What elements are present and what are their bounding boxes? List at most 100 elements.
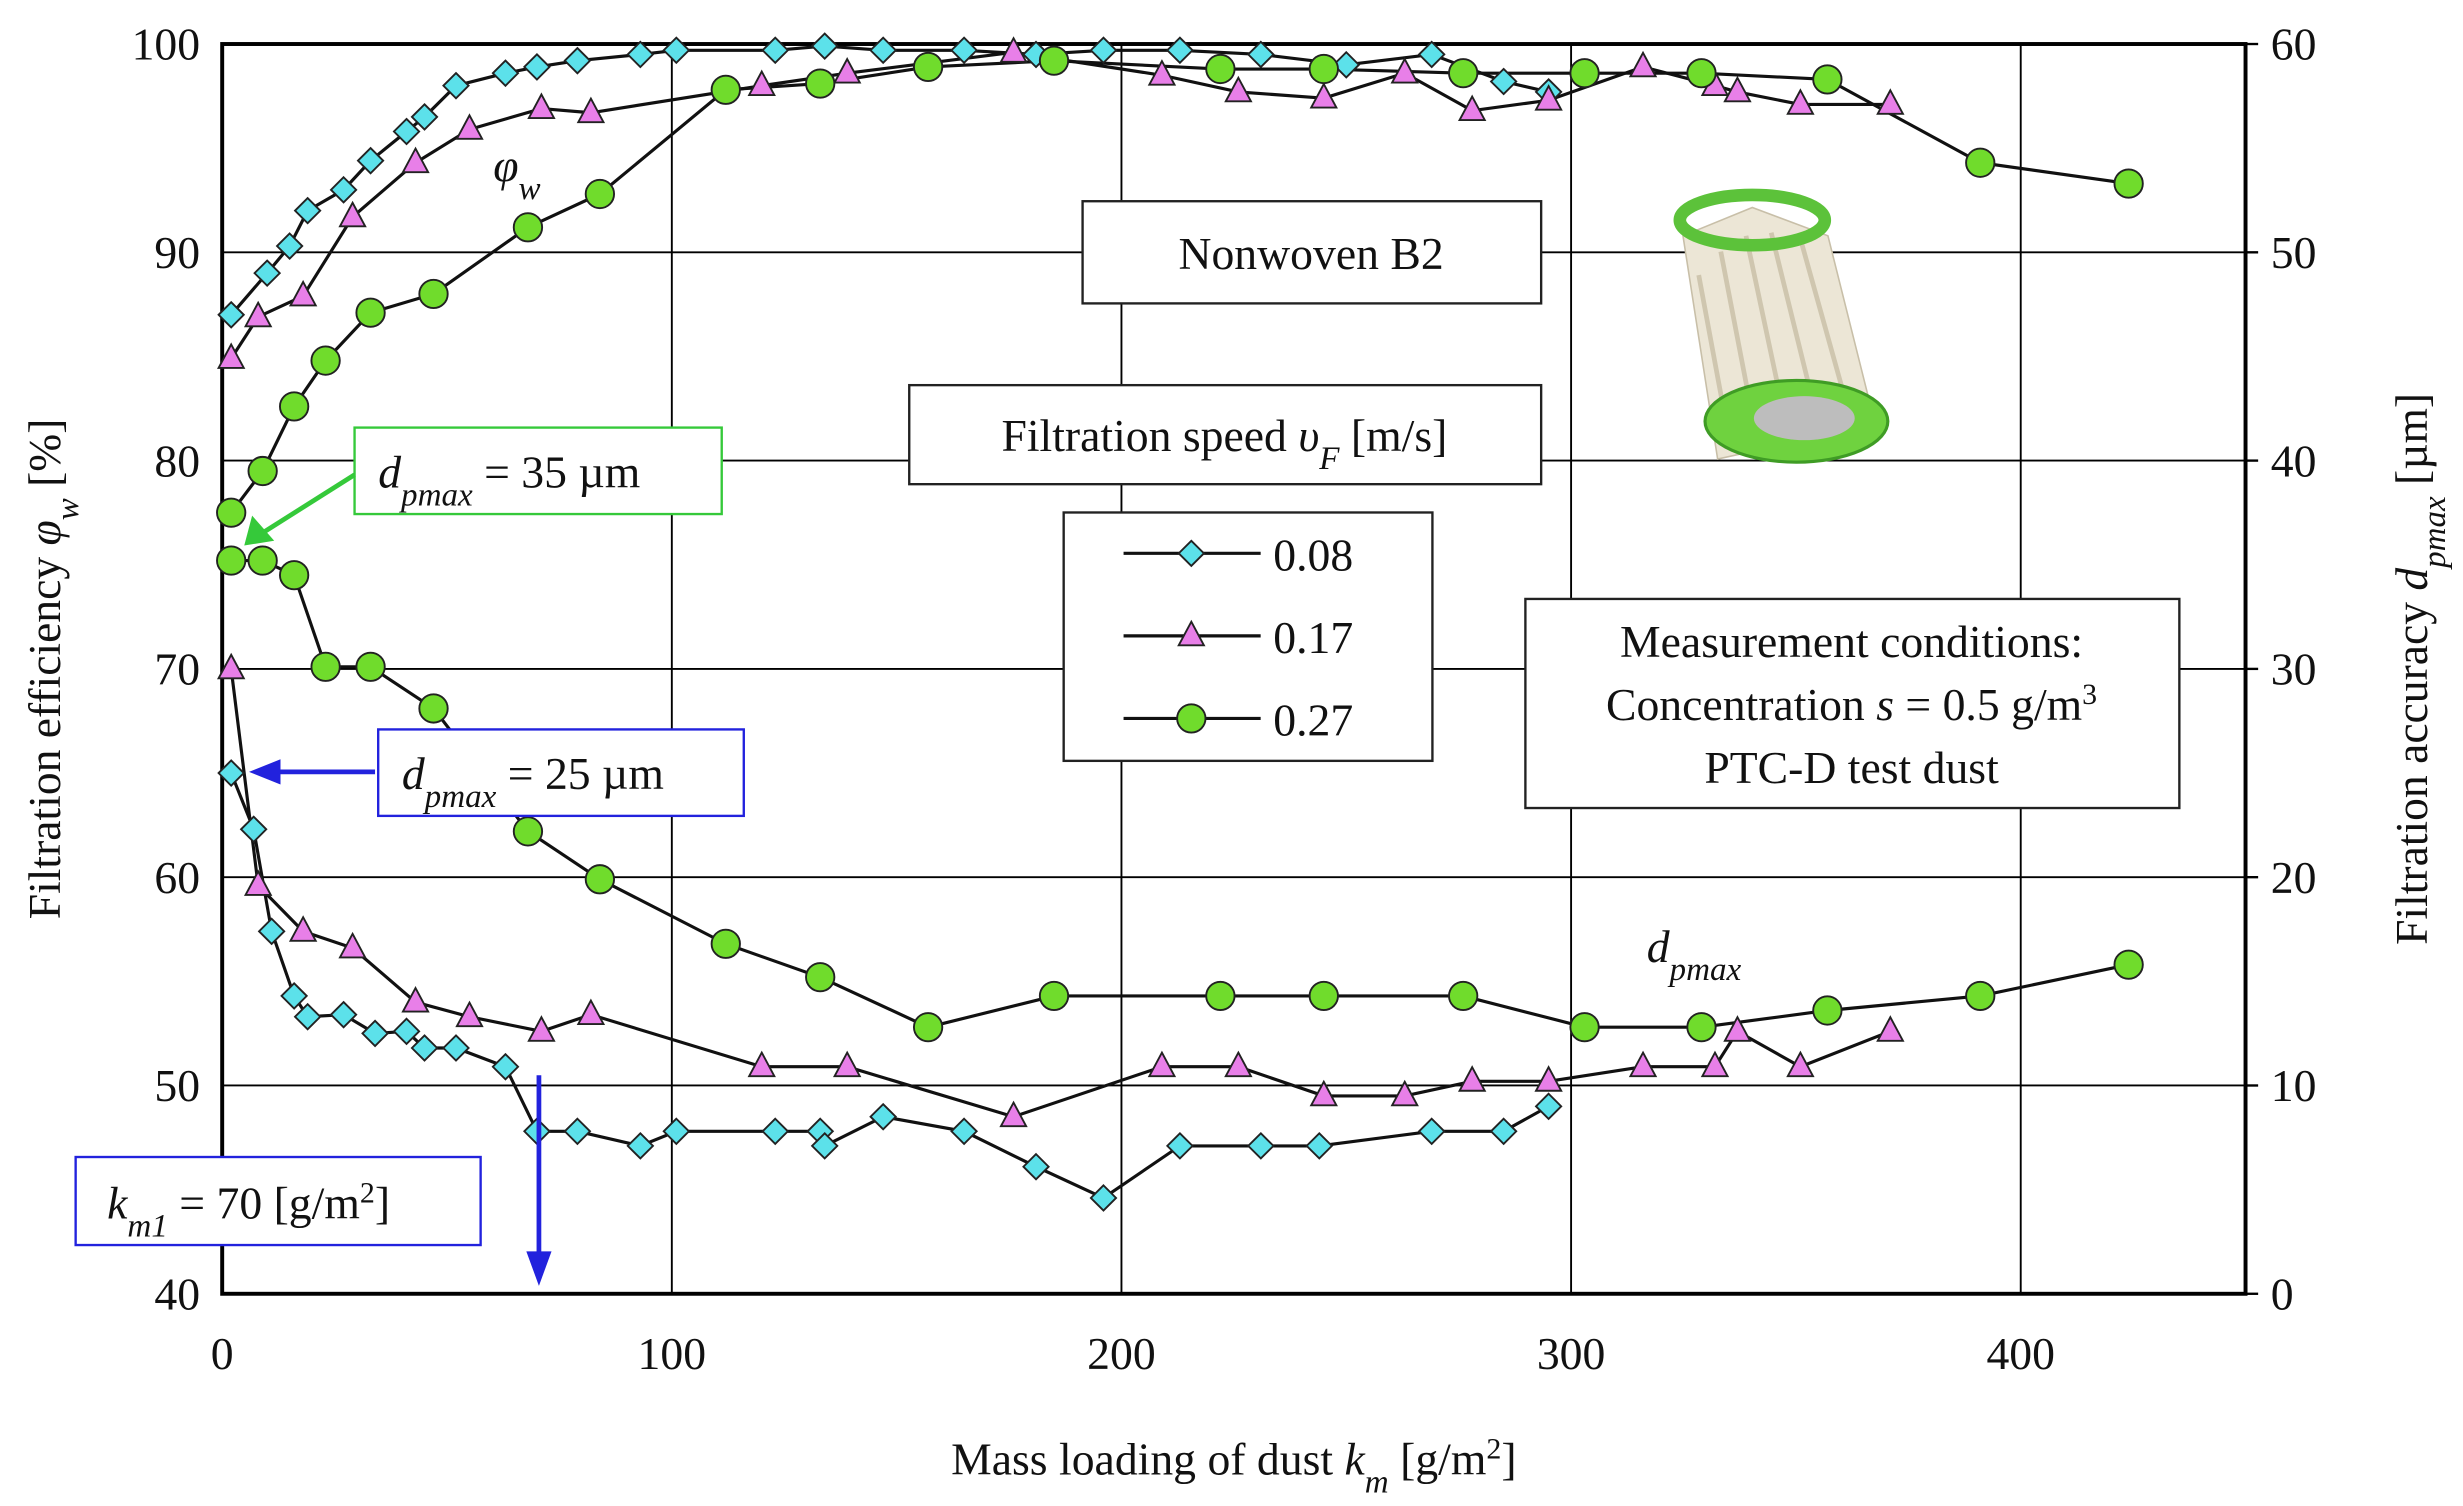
marker	[1390, 57, 1419, 84]
marker	[288, 915, 318, 942]
callout: dpmax = 35 µm	[378, 446, 640, 513]
marker	[1876, 1015, 1905, 1042]
text-part: pmax	[423, 779, 497, 815]
marker	[1165, 1131, 1194, 1160]
marker	[2113, 949, 2144, 980]
y-tick-label: 100	[132, 19, 201, 70]
marker	[355, 297, 386, 328]
marker	[1308, 53, 1339, 85]
marker	[288, 279, 318, 307]
marker	[576, 998, 606, 1026]
marker	[810, 32, 839, 61]
marker	[356, 146, 385, 175]
y2-tick-label: 40	[2271, 435, 2317, 486]
plot-frame	[220, 42, 2248, 1296]
marker	[338, 200, 367, 228]
marker	[1965, 980, 1996, 1012]
marker	[418, 278, 449, 310]
legend-label: 0.17	[1273, 612, 1353, 663]
marker	[522, 53, 551, 81]
text-part: s	[1876, 679, 1894, 730]
text-part: pmax	[2417, 496, 2453, 570]
legend-title-box	[908, 383, 1543, 486]
marker	[1147, 59, 1177, 86]
marker	[662, 36, 691, 65]
text-part: 3	[2082, 678, 2097, 711]
marker	[1417, 40, 1446, 69]
marker	[1038, 45, 1070, 76]
text-part: F	[1318, 441, 1340, 477]
marker	[912, 51, 944, 83]
marker	[1534, 1092, 1563, 1121]
text-part: υ	[1298, 410, 1319, 461]
y2-tick-label: 20	[2271, 852, 2317, 903]
marker	[710, 74, 741, 105]
marker	[1089, 1184, 1118, 1212]
callout-box	[74, 1155, 482, 1247]
text-part: pmax	[399, 477, 473, 513]
marker	[626, 1131, 655, 1160]
text-part: Filtration efficiency	[19, 546, 70, 920]
text-part: m	[1365, 1465, 1389, 1501]
text-part: Concentration	[1606, 679, 1876, 730]
marker	[869, 1102, 898, 1131]
y-tick-label: 50	[154, 1060, 200, 1111]
y2-tick-label: 0	[2271, 1269, 2294, 1320]
text-part: d	[402, 748, 425, 799]
marker	[1205, 980, 1236, 1012]
marker	[491, 1052, 520, 1081]
marker	[338, 931, 367, 959]
marker	[527, 1015, 556, 1042]
series-line	[229, 772, 1550, 1200]
x-tick-label: 100	[638, 1328, 707, 1379]
text-part: w	[519, 171, 541, 207]
callout: km1 = 70 [g/m2]	[107, 1176, 390, 1244]
text-part: = 25 µm	[496, 748, 664, 799]
text-part: Filtration speed	[1001, 410, 1298, 461]
filter-icon	[1673, 188, 1890, 464]
legend-label: 0.27	[1273, 695, 1353, 746]
y2-tick-label: 10	[2271, 1060, 2317, 1111]
marker	[247, 455, 278, 487]
text-part: ]	[1501, 1434, 1516, 1485]
text-part: Filtration accuracy	[2386, 591, 2437, 945]
x-tick-label: 0	[211, 1328, 234, 1379]
text-part: w	[50, 498, 86, 520]
text-part: φ	[19, 520, 70, 545]
text-part: = 0.5 g/m	[1894, 679, 2082, 730]
marker	[950, 1117, 979, 1146]
series-label: φw	[493, 140, 540, 207]
marker	[329, 175, 358, 204]
marker	[293, 196, 322, 225]
marker	[1176, 703, 1207, 734]
marker	[1038, 980, 1070, 1012]
marker	[527, 92, 556, 119]
title-box	[1081, 200, 1543, 305]
marker	[584, 178, 616, 210]
marker	[747, 69, 776, 97]
marker	[805, 68, 836, 99]
callout-box	[377, 728, 745, 818]
marker	[1628, 50, 1658, 78]
legend-title: Filtration speed υF [m/s]	[1001, 410, 1447, 477]
text-part: k	[107, 1177, 128, 1228]
marker	[442, 71, 470, 100]
text-part: d	[1647, 921, 1670, 972]
marker	[1305, 1131, 1334, 1160]
marker	[1177, 619, 1206, 647]
marker	[662, 1117, 691, 1146]
marker	[1686, 1012, 1717, 1043]
text-part: = 70 [g/m	[168, 1177, 360, 1228]
x-tick-label: 400	[1986, 1328, 2055, 1379]
text-part: m1	[127, 1208, 167, 1244]
text-part: [m/s]	[1340, 410, 1448, 461]
conditions-line: Concentration s = 0.5 g/m3	[1606, 678, 2097, 730]
marker	[563, 1117, 592, 1146]
marker	[1876, 88, 1905, 115]
marker	[1332, 50, 1361, 79]
marker	[1390, 1079, 1419, 1107]
marker	[1246, 1131, 1275, 1160]
marker	[1205, 53, 1236, 85]
